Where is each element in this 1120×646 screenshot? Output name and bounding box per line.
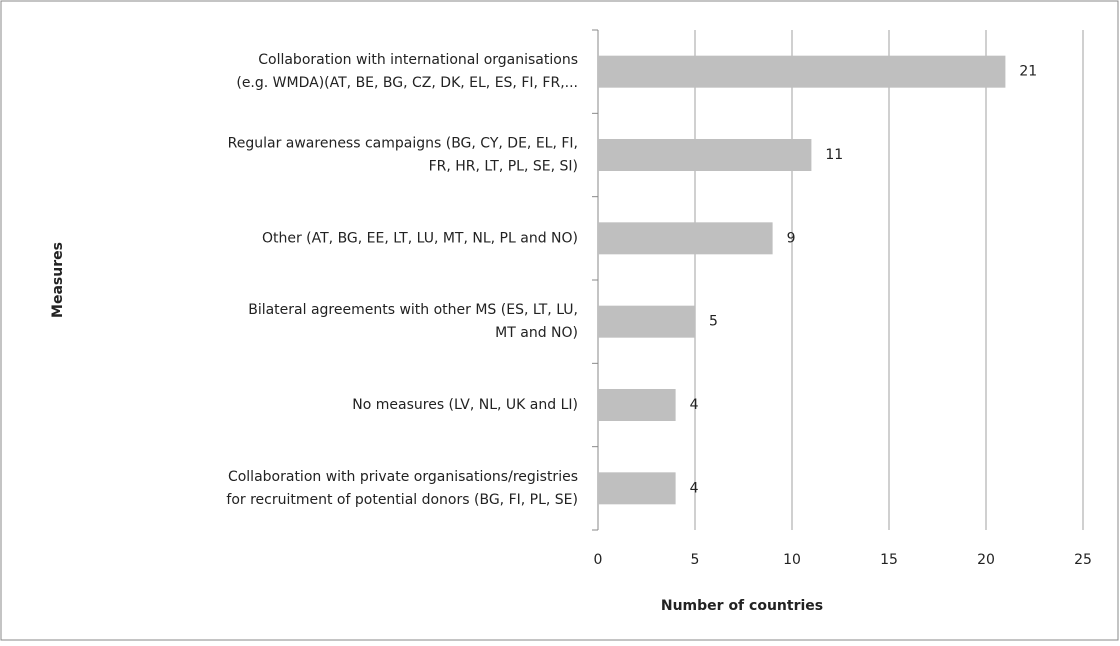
y-tick-label: Regular awareness campaigns (BG, CY, DE,… (228, 136, 578, 152)
bar (598, 472, 676, 505)
y-tick-label: FR, HR, LT, PL, SE, SI) (429, 159, 578, 175)
bar (598, 305, 695, 338)
data-label: 4 (690, 397, 699, 413)
bar (598, 389, 676, 421)
data-label: 5 (709, 314, 718, 330)
y-tick-label: Collaboration with international organis… (258, 52, 578, 68)
y-tick-label: Collaboration with private organisations… (228, 469, 578, 485)
x-axis-label: Number of countries (661, 598, 823, 614)
x-tick-label: 15 (880, 552, 898, 568)
data-label: 9 (787, 230, 796, 246)
data-label: 11 (825, 147, 843, 163)
y-tick-label: Bilateral agreements with other MS (ES, … (248, 302, 578, 318)
y-tick-label: (e.g. WMDA)(AT, BE, BG, CZ, DK, EL, ES, … (236, 75, 578, 91)
y-tick-label: Other (AT, BG, EE, LT, LU, MT, NL, PL an… (262, 230, 578, 246)
x-tick-label: 5 (691, 552, 700, 568)
data-label: 4 (690, 480, 699, 496)
y-tick-label: MT and NO) (495, 325, 578, 341)
data-label: 21 (1019, 64, 1037, 80)
x-tick-label: 25 (1074, 552, 1092, 568)
y-tick-label: for recruitment of potential donors (BG,… (226, 492, 578, 508)
y-tick-label: No measures (LV, NL, UK and LI) (352, 397, 578, 413)
bar (598, 222, 773, 255)
x-tick-label: 0 (594, 552, 603, 568)
x-tick-label: 20 (977, 552, 995, 568)
bar (598, 55, 1006, 88)
bar (598, 139, 812, 171)
x-tick-label: 10 (783, 552, 801, 568)
y-axis-label: Measures (50, 242, 66, 318)
